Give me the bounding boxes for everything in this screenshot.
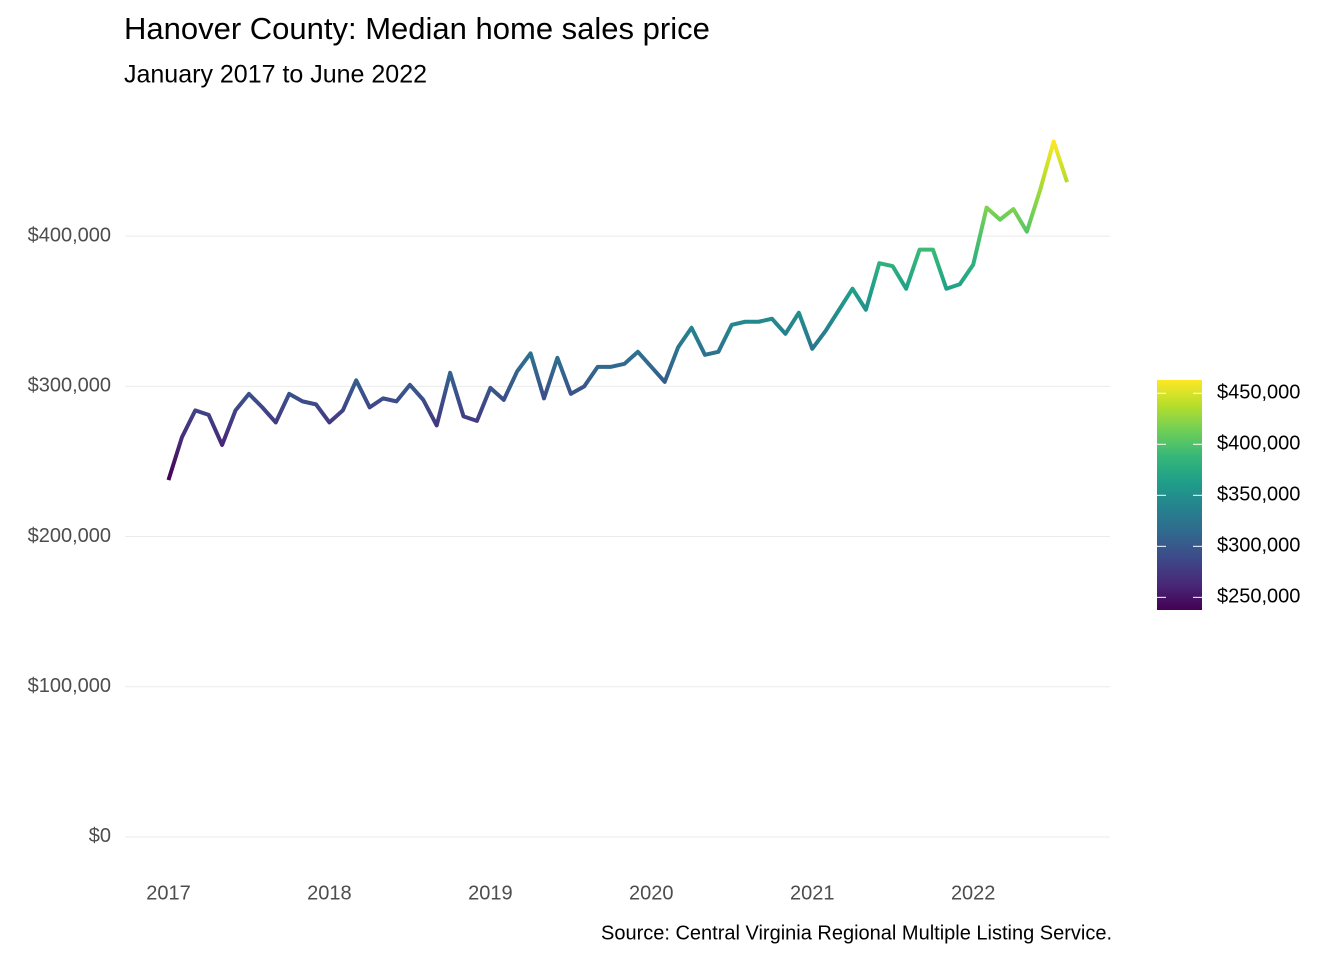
chart-subtitle: January 2017 to June 2022 xyxy=(124,61,427,89)
y-tick-label: $100,000 xyxy=(28,675,111,697)
colorbar-label: $400,000 xyxy=(1217,433,1300,455)
x-tick-label: 2018 xyxy=(307,882,352,904)
colorbar-label: $450,000 xyxy=(1217,382,1300,404)
y-tick-label: $200,000 xyxy=(28,525,111,547)
x-tick-label: 2021 xyxy=(790,882,835,904)
colorbar-label: $350,000 xyxy=(1217,484,1300,506)
x-tick-label: 2022 xyxy=(951,882,996,904)
y-tick-label: $0 xyxy=(89,825,111,847)
x-tick-label: 2017 xyxy=(146,882,191,904)
x-tick-label: 2020 xyxy=(629,882,674,904)
y-tick-label: $400,000 xyxy=(28,224,111,246)
y-tick-label: $300,000 xyxy=(28,375,111,397)
chart-title: Hanover County: Median home sales price xyxy=(124,11,710,46)
price-line xyxy=(166,139,1069,481)
colorbar-label: $250,000 xyxy=(1217,586,1300,608)
x-tick-label: 2019 xyxy=(468,882,513,904)
caption: Source: Central Virginia Regional Multip… xyxy=(601,922,1112,944)
colorbar-label: $300,000 xyxy=(1217,535,1300,557)
